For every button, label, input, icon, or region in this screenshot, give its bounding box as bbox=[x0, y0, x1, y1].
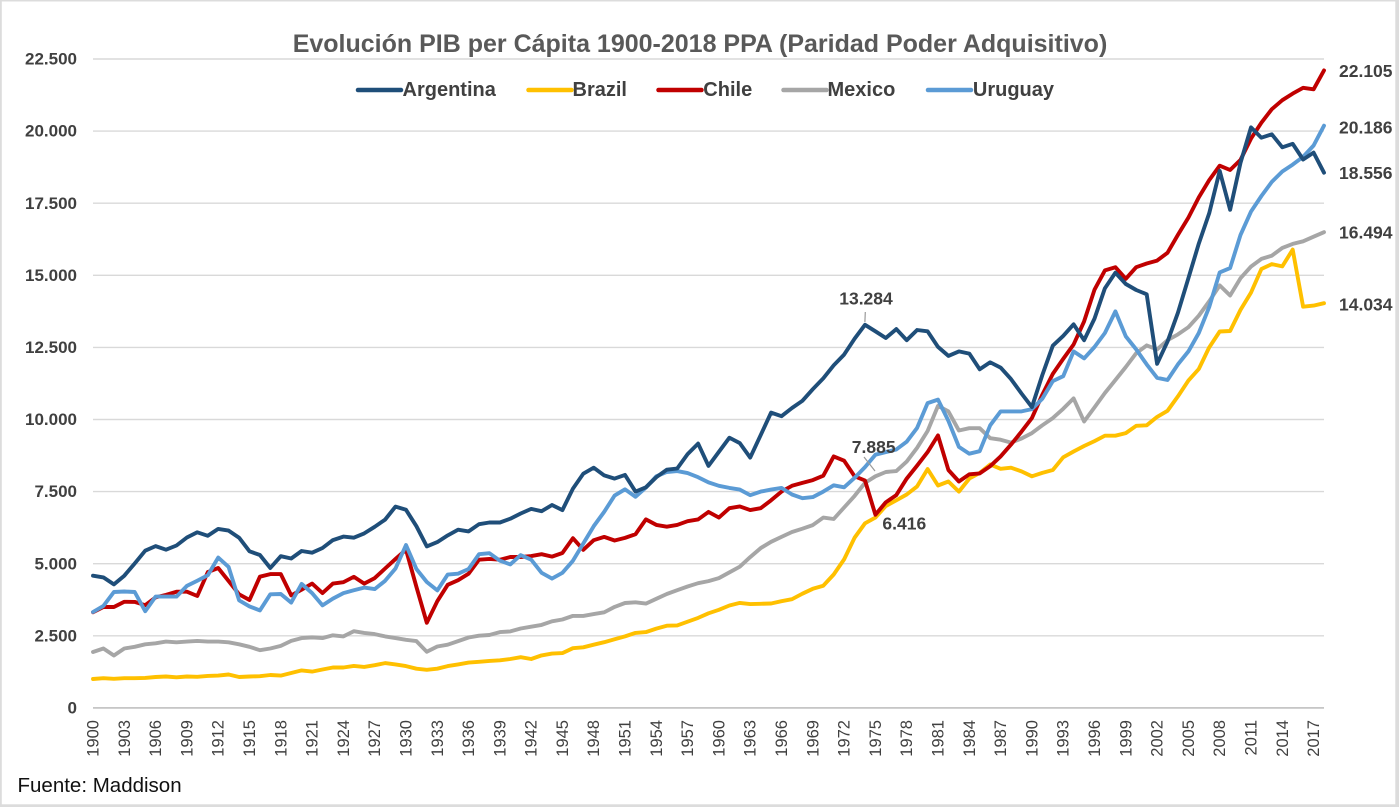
svg-text:7.885: 7.885 bbox=[852, 437, 896, 457]
svg-text:Argentina: Argentina bbox=[403, 79, 497, 101]
svg-text:22.105: 22.105 bbox=[1339, 61, 1393, 81]
svg-text:13.284: 13.284 bbox=[839, 289, 893, 309]
svg-text:Evolución PIB per Cápita 1900-: Evolución PIB per Cápita 1900-2018 PPA (… bbox=[293, 30, 1108, 58]
svg-text:1966: 1966 bbox=[773, 720, 791, 757]
svg-text:1999: 1999 bbox=[1117, 720, 1135, 757]
svg-text:20.000: 20.000 bbox=[25, 122, 77, 141]
svg-text:18.556: 18.556 bbox=[1339, 163, 1393, 183]
svg-text:2005: 2005 bbox=[1180, 720, 1198, 757]
svg-text:2014: 2014 bbox=[1274, 720, 1292, 757]
svg-text:1921: 1921 bbox=[304, 720, 322, 757]
svg-text:1978: 1978 bbox=[898, 720, 916, 757]
svg-text:1933: 1933 bbox=[429, 720, 447, 757]
svg-text:1900: 1900 bbox=[85, 720, 103, 757]
svg-text:22.500: 22.500 bbox=[25, 50, 77, 69]
svg-text:Chile: Chile bbox=[703, 79, 752, 101]
svg-text:1942: 1942 bbox=[523, 720, 541, 757]
svg-text:2008: 2008 bbox=[1211, 720, 1229, 757]
svg-text:1915: 1915 bbox=[241, 720, 259, 757]
svg-text:1912: 1912 bbox=[210, 720, 228, 757]
svg-text:1981: 1981 bbox=[930, 720, 948, 757]
svg-text:2002: 2002 bbox=[1149, 720, 1167, 757]
svg-text:10.000: 10.000 bbox=[25, 410, 77, 429]
svg-text:1951: 1951 bbox=[617, 720, 635, 757]
svg-text:14.034: 14.034 bbox=[1339, 295, 1393, 315]
svg-text:7.500: 7.500 bbox=[34, 482, 77, 501]
svg-text:1990: 1990 bbox=[1023, 720, 1041, 757]
svg-text:1969: 1969 bbox=[804, 720, 822, 757]
svg-text:1984: 1984 bbox=[961, 720, 979, 757]
svg-text:1936: 1936 bbox=[460, 720, 478, 757]
svg-text:6.416: 6.416 bbox=[882, 514, 926, 534]
svg-text:1930: 1930 bbox=[398, 720, 416, 757]
svg-text:Uruguay: Uruguay bbox=[973, 79, 1055, 101]
svg-text:1906: 1906 bbox=[147, 720, 165, 757]
svg-text:1948: 1948 bbox=[585, 720, 603, 757]
svg-text:1939: 1939 bbox=[491, 720, 509, 757]
svg-text:1993: 1993 bbox=[1055, 720, 1073, 757]
svg-text:15.000: 15.000 bbox=[25, 266, 77, 285]
svg-text:1918: 1918 bbox=[272, 720, 290, 757]
svg-text:2.500: 2.500 bbox=[34, 626, 77, 645]
svg-text:2017: 2017 bbox=[1305, 720, 1323, 757]
svg-text:1957: 1957 bbox=[679, 720, 697, 757]
svg-text:1924: 1924 bbox=[335, 720, 353, 757]
svg-text:1975: 1975 bbox=[867, 720, 885, 757]
svg-text:Mexico: Mexico bbox=[828, 79, 896, 101]
svg-text:20.186: 20.186 bbox=[1339, 117, 1393, 137]
svg-text:1903: 1903 bbox=[116, 720, 134, 757]
svg-text:16.494: 16.494 bbox=[1339, 223, 1393, 243]
svg-text:1927: 1927 bbox=[366, 720, 384, 757]
svg-text:1945: 1945 bbox=[554, 720, 572, 757]
svg-text:1987: 1987 bbox=[992, 720, 1010, 757]
svg-text:1972: 1972 bbox=[836, 720, 854, 757]
svg-text:1954: 1954 bbox=[648, 720, 666, 757]
svg-text:17.500: 17.500 bbox=[25, 194, 77, 213]
svg-text:2011: 2011 bbox=[1243, 720, 1261, 755]
svg-text:12.500: 12.500 bbox=[25, 338, 77, 357]
svg-text:0: 0 bbox=[68, 699, 77, 718]
svg-text:1909: 1909 bbox=[178, 720, 196, 757]
svg-text:1996: 1996 bbox=[1086, 720, 1104, 757]
svg-text:Brazil: Brazil bbox=[573, 79, 627, 101]
svg-text:1960: 1960 bbox=[710, 720, 728, 757]
svg-text:5.000: 5.000 bbox=[34, 554, 77, 573]
svg-text:Fuente: Maddison: Fuente: Maddison bbox=[18, 774, 182, 797]
svg-text:1963: 1963 bbox=[742, 720, 760, 757]
